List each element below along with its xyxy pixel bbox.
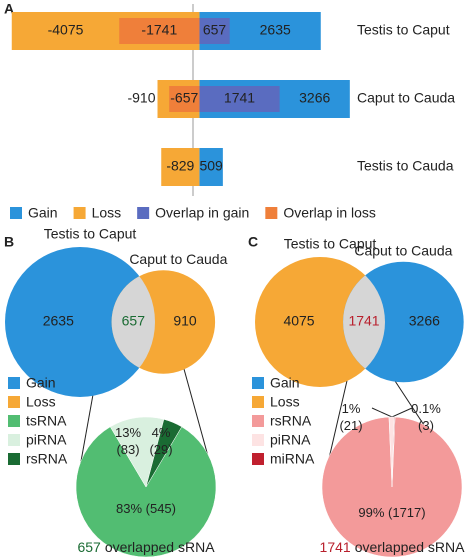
venn-value: 657	[122, 313, 146, 329]
venn-value: 1741	[348, 313, 379, 329]
label-box: 99% (1717)	[358, 504, 426, 520]
label-box: 0.1% (3)	[411, 401, 441, 433]
overlap-bar	[169, 86, 200, 112]
legend-label: Gain	[26, 375, 56, 391]
legend-label: rsRNA	[26, 451, 68, 467]
legend-swatch	[8, 377, 20, 389]
caption: 657 overlapped sRNA	[77, 539, 215, 555]
label-box: 83% (545)	[116, 500, 176, 516]
caption-number: 657	[77, 539, 101, 555]
category-label: Testis to Cauda	[357, 158, 454, 174]
set-label: Caput to Cauda	[354, 242, 452, 258]
value-label: -4075	[48, 22, 84, 38]
label-box: 4% (29)	[149, 425, 173, 457]
venn-value: 910	[173, 313, 197, 329]
legend-label: Loss	[92, 205, 122, 221]
set-label: Caput to Cauda	[129, 251, 227, 267]
legend-label: Loss	[270, 394, 300, 410]
venn-circle	[5, 247, 155, 397]
legend-label: tsRNA	[26, 413, 67, 429]
legend-label: piRNA	[270, 432, 311, 448]
overlap-bar	[199, 86, 280, 112]
venn-overlap	[343, 261, 385, 383]
pie-slice	[145, 419, 183, 488]
legend-swatch	[265, 207, 278, 219]
legend-label: piRNA	[26, 432, 67, 448]
legend-swatch	[252, 377, 264, 389]
legend-swatch	[252, 415, 264, 427]
value-label: 2635	[260, 22, 291, 38]
legend-swatch	[252, 453, 264, 465]
venn-value: 2635	[43, 313, 74, 329]
legend-swatch	[137, 207, 150, 219]
venn-circle	[255, 257, 385, 387]
venn-overlap	[111, 270, 155, 374]
legend-label: Overlap in loss	[283, 205, 376, 221]
pie-value-label: 4% (29)	[149, 425, 173, 457]
pie-slice	[321, 416, 463, 558]
bar	[161, 148, 200, 186]
pie-value-label: 13% (83)	[114, 425, 142, 457]
caption-number: 1741	[320, 539, 351, 555]
value-label: -1741	[141, 22, 177, 38]
caption: 1741 overlapped sRNA	[320, 539, 466, 555]
legend-label: Gain	[28, 205, 58, 221]
panel-letter: B	[4, 234, 14, 250]
overlap-bar	[199, 18, 230, 44]
panel-letter: A	[4, 1, 14, 17]
legend-swatch	[8, 453, 20, 465]
value-label: 1741	[224, 90, 255, 106]
overlap-bar	[119, 18, 200, 44]
pie-slice	[391, 416, 396, 488]
legend-label: Loss	[26, 394, 56, 410]
legend-swatch	[10, 207, 22, 219]
pie-slice	[75, 426, 217, 558]
category-label: Caput to Cauda	[357, 90, 455, 106]
legend-label: Overlap in gain	[155, 205, 249, 221]
legend-label: rsRNA	[270, 413, 312, 429]
value-label: 657	[203, 22, 227, 38]
venn-value: 3266	[409, 313, 440, 329]
venn-value: 4075	[283, 313, 314, 329]
label-box: 13% (83)	[114, 425, 142, 457]
legend-swatch	[252, 434, 264, 446]
pie-value-label: 99% (1717)	[358, 504, 426, 520]
set-label: Testis to Caput	[44, 226, 137, 242]
bar	[199, 148, 223, 186]
set-label: Testis to Caput	[284, 236, 377, 252]
legend-swatch	[8, 434, 20, 446]
caption-text: overlapped sRNA	[355, 539, 465, 555]
legend-swatch	[252, 396, 264, 408]
value-label: -910	[127, 90, 155, 106]
caption-text: overlapped sRNA	[105, 539, 215, 555]
pie-value-label: 1% (21)	[339, 401, 363, 433]
legend-label: Gain	[270, 375, 300, 391]
pie-value-label: 0.1% (3)	[411, 401, 441, 433]
legend-swatch	[73, 207, 86, 219]
legend-swatch	[8, 396, 20, 408]
panel-letter: C	[248, 234, 258, 250]
value-label: -657	[170, 90, 198, 106]
value-label: 509	[199, 158, 223, 174]
legend-label: miRNA	[270, 451, 315, 467]
value-label: -829	[166, 158, 194, 174]
label-box: 1% (21)	[339, 401, 363, 433]
category-label: Testis to Caput	[357, 22, 450, 38]
value-label: 3266	[299, 90, 330, 106]
legend-swatch	[8, 415, 20, 427]
pie-value-label: 83% (545)	[116, 500, 176, 516]
